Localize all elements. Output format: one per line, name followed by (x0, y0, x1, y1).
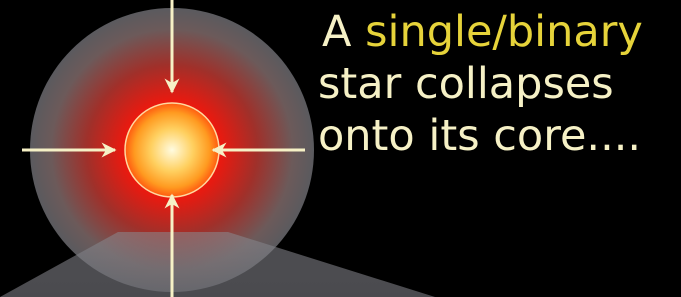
caption-line-1: A single/binary (322, 7, 643, 57)
caption-highlight: single/binary (365, 7, 643, 57)
caption-line-3: onto its core.... (318, 111, 641, 161)
page: A single/binary star collapses onto its … (0, 0, 681, 297)
illustration: A single/binary star collapses onto its … (0, 0, 681, 297)
caption-prefix: A (322, 7, 352, 57)
star-core (125, 103, 219, 197)
caption-line-2: star collapses (318, 59, 614, 109)
